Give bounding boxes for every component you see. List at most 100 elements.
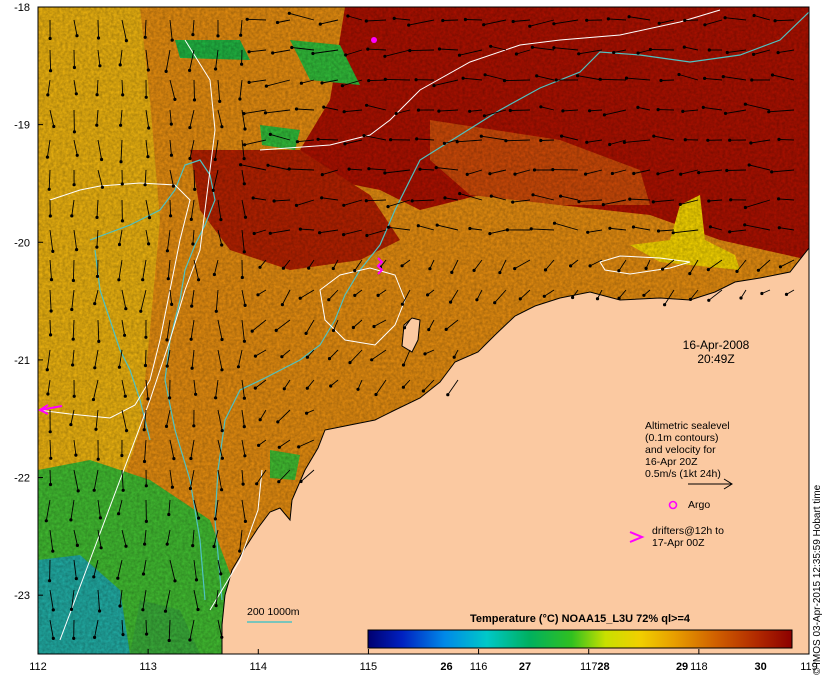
velocity-arrow-head	[147, 126, 151, 130]
velocity-arrow	[278, 469, 291, 483]
velocity-arrow-head	[446, 393, 450, 397]
velocity-arrow	[600, 78, 627, 81]
velocity-arrow	[450, 289, 459, 303]
velocity-arrow-head	[48, 36, 52, 41]
velocity-arrow-head	[143, 542, 147, 546]
velocity-arrow	[254, 229, 267, 234]
velocity-arrow	[49, 619, 54, 639]
velocity-arrow	[71, 199, 75, 216]
velocity-arrow-head	[356, 387, 360, 391]
velocity-arrow	[73, 79, 77, 94]
velocity-arrow-head	[415, 137, 419, 141]
y-tick-label: -23	[14, 590, 30, 602]
velocity-arrow-head	[743, 102, 748, 106]
velocity-arrow-head	[701, 105, 705, 109]
y-tick-label: -20	[14, 237, 30, 249]
velocity-arrow	[401, 259, 411, 267]
velocity-arrow	[49, 259, 52, 280]
velocity-arrow	[387, 199, 411, 208]
velocity-arrow-head	[342, 110, 346, 114]
velocity-arrow-head	[49, 333, 53, 337]
velocity-arrow	[73, 559, 77, 579]
velocity-arrow	[343, 229, 363, 236]
velocity-arrow	[145, 199, 150, 218]
velocity-arrow	[143, 409, 147, 430]
velocity-arrow-head	[402, 326, 407, 330]
velocity-arrow-head	[120, 219, 124, 223]
velocity-arrow	[553, 47, 579, 51]
velocity-arrow	[416, 138, 435, 141]
velocity-arrow	[217, 409, 223, 431]
velocity-arrow-head	[376, 293, 380, 297]
velocity-arrow-head	[511, 19, 515, 24]
velocity-arrow-head	[188, 68, 192, 72]
velocity-arrow-head	[117, 242, 122, 247]
velocity-arrow-head	[752, 13, 756, 18]
velocity-arrow-head	[49, 69, 53, 73]
velocity-arrow	[562, 109, 579, 112]
velocity-arrow	[305, 319, 315, 334]
velocity-arrow	[536, 75, 555, 81]
velocity-arrow-head	[677, 72, 681, 77]
velocity-arrow-head	[681, 109, 685, 113]
velocity-arrow	[725, 109, 747, 114]
velocity-arrow-head	[588, 109, 592, 113]
velocity-arrow-head	[426, 293, 430, 297]
velocity-arrow-head	[243, 215, 248, 219]
velocity-arrow-head	[437, 47, 442, 51]
velocity-arrow	[373, 319, 387, 327]
velocity-arrow	[554, 222, 579, 231]
velocity-arrow-head	[95, 245, 99, 249]
velocity-arrow-head	[479, 134, 483, 138]
velocity-arrow	[191, 349, 195, 369]
velocity-arrow-head	[169, 214, 173, 218]
velocity-arrow	[121, 379, 126, 397]
velocity-arrow-head	[331, 328, 336, 333]
velocity-arrow	[144, 529, 147, 545]
velocity-arrow-head	[400, 264, 404, 268]
velocity-arrow-head	[586, 230, 590, 234]
velocity-arrow	[49, 49, 52, 71]
velocity-arrow	[241, 379, 245, 399]
velocity-arrow-head	[543, 268, 548, 272]
velocity-arrow-head	[617, 296, 621, 300]
velocity-arrow-head	[472, 268, 476, 272]
velocity-arrow	[46, 139, 51, 158]
velocity-arrow-head	[247, 80, 251, 84]
velocity-arrow	[169, 169, 174, 187]
velocity-arrow-head	[610, 171, 615, 176]
velocity-arrow-head	[69, 607, 74, 612]
map-plot-area	[38, 7, 809, 654]
velocity-arrow	[97, 589, 101, 612]
velocity-arrow	[49, 589, 54, 610]
velocity-arrow-head	[252, 231, 256, 236]
velocity-arrow	[366, 19, 387, 22]
velocity-arrow-head	[559, 194, 563, 198]
velocity-arrow-head	[118, 63, 122, 67]
velocity-arrow-head	[617, 269, 621, 273]
velocity-arrow-head	[353, 293, 357, 297]
velocity-arrow-head	[294, 107, 299, 111]
velocity-arrow-head	[508, 108, 512, 113]
velocity-arrow	[298, 439, 315, 448]
velocity-arrow	[215, 289, 219, 312]
velocity-arrow	[779, 227, 795, 231]
velocity-arrow	[189, 619, 195, 641]
velocity-arrow	[347, 15, 363, 21]
velocity-arrow-head	[725, 168, 729, 173]
velocity-arrow	[249, 49, 267, 53]
velocity-arrow-head	[365, 103, 369, 107]
velocity-arrow	[444, 197, 459, 201]
velocity-arrow-head	[123, 333, 127, 337]
velocity-arrow	[653, 135, 675, 141]
velocity-arrow-head	[723, 16, 727, 20]
velocity-arrow-head	[299, 479, 303, 484]
velocity-arrow-head	[240, 62, 244, 66]
velocity-arrow-head	[74, 577, 78, 581]
velocity-arrow	[120, 109, 123, 126]
velocity-arrow	[586, 139, 603, 143]
velocity-arrow	[244, 139, 267, 146]
velocity-arrow	[240, 19, 243, 36]
velocity-arrow-head	[75, 153, 79, 157]
colorbar-ticks: 26 27 28 29 30	[440, 661, 766, 673]
